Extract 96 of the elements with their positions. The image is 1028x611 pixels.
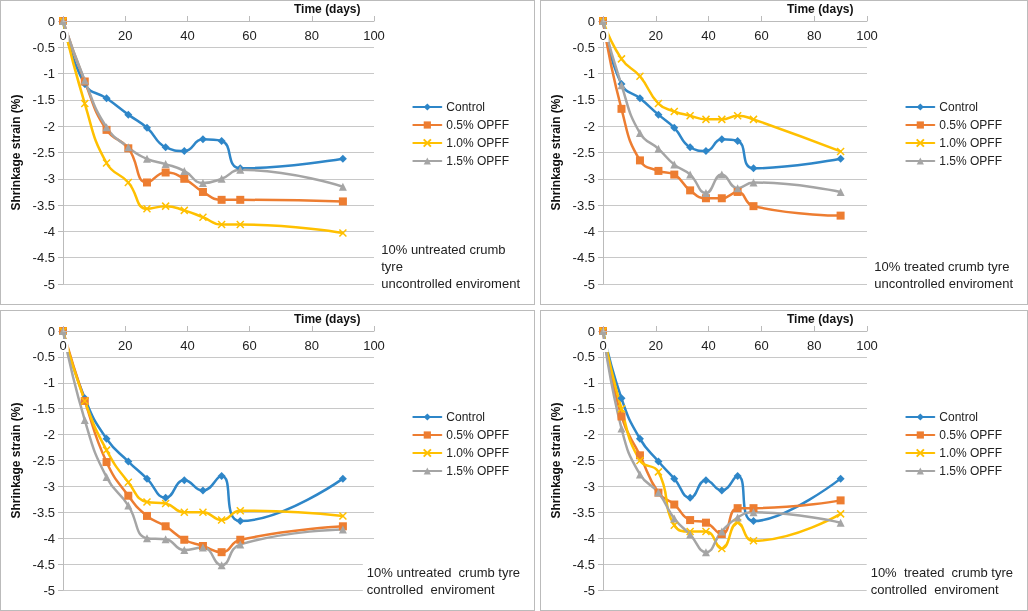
x-tick-label: 20 [117, 28, 133, 43]
x-axis-title: Time (days) [294, 312, 361, 326]
y-tick-label: -4.5 [32, 556, 55, 572]
x-tick-label: 80 [806, 338, 822, 353]
legend-label: Control [939, 100, 978, 114]
y-tick-label: -4 [583, 530, 595, 546]
x-tick-label: 60 [242, 28, 257, 43]
legend-label: Control [446, 100, 485, 114]
y-tick-label: -4 [43, 223, 55, 239]
x-axis-title: Time (days) [787, 2, 854, 16]
y-tick-label: 0 [47, 323, 55, 339]
legend-label: 1.5% OPFF [939, 154, 1002, 168]
x-tick-label: 0 [59, 28, 67, 43]
legend-label: 1.0% OPFF [939, 446, 1002, 460]
y-tick-label: -3.5 [572, 504, 595, 520]
y-tick-label: 0 [47, 13, 55, 29]
y-tick-label: -2.5 [572, 145, 595, 160]
legend-label: 1.0% OPFF [446, 446, 509, 460]
y-tick-label: -2.5 [32, 453, 55, 468]
y-tick-label: -1.5 [572, 92, 595, 108]
legend-label: 1.0% OPFF [446, 136, 509, 150]
y-axis-title: Shrinkage strain (%) [8, 94, 23, 211]
text: 10% treated crumb tyre controlled enviroment [870, 565, 1013, 597]
legend-label: 1.0% OPFF [939, 136, 1002, 150]
x-tick-label: 0 [599, 28, 607, 43]
y-tick-label: -2 [583, 427, 595, 443]
y-tick-label: -5 [43, 582, 55, 598]
legend-label: 0.5% OPFF [446, 428, 509, 442]
y-tick-label: -4.5 [572, 250, 595, 266]
text: 10% treated crumb tyre uncontrolled enviroment [874, 259, 1014, 291]
y-tick-label: -4 [583, 223, 595, 239]
x-tick-label: 80 [304, 338, 320, 353]
y-tick-label: -3 [583, 171, 595, 187]
y-tick-label: -3 [583, 478, 595, 494]
y-tick-label: -1 [43, 375, 55, 391]
y-tick-label: -0.5 [572, 39, 595, 55]
x-tick-label: 80 [304, 28, 320, 43]
y-tick-label: 0 [587, 13, 595, 29]
y-tick-label: -2 [43, 118, 55, 134]
y-tick-label: -0.5 [32, 39, 55, 55]
x-tick-label: 60 [242, 338, 257, 353]
x-tick-label: 100 [363, 338, 385, 353]
y-tick-label: -1 [583, 66, 595, 82]
x-tick-label: 20 [648, 28, 664, 43]
y-tick-label: -2 [43, 427, 55, 443]
x-tick-label: 0 [59, 338, 67, 353]
y-tick-label: -1.5 [32, 92, 55, 108]
y-tick-label: 0 [587, 323, 595, 339]
x-axis-title: Time (days) [787, 312, 854, 326]
legend-label: Control [446, 410, 485, 424]
x-tick-label: 60 [754, 28, 769, 43]
y-tick-label: -1 [583, 375, 595, 391]
legend-label: 0.5% OPFF [939, 428, 1002, 442]
y-tick-label: -1.5 [572, 401, 595, 417]
y-tick-label: -1 [43, 66, 55, 82]
y-tick-label: -0.5 [572, 349, 595, 365]
y-tick-label: -5 [43, 276, 55, 292]
y-tick-label: -3 [43, 171, 55, 187]
legend-label: 1.5% OPFF [446, 154, 509, 168]
legend-label: 0.5% OPFF [446, 118, 509, 132]
y-tick-label: -3.5 [32, 197, 55, 213]
y-tick-label: -3.5 [32, 504, 55, 520]
x-tick-label: 80 [806, 28, 822, 43]
x-tick-label: 100 [856, 28, 878, 43]
legend-label: 0.5% OPFF [939, 118, 1002, 132]
legend-label: 1.5% OPFF [939, 464, 1002, 478]
y-tick-label: -2 [583, 118, 595, 134]
y-tick-label: -2.5 [32, 145, 55, 160]
y-axis-title: Shrinkage strain (%) [548, 402, 563, 519]
y-tick-label: -4.5 [572, 556, 595, 572]
y-tick-label: -3.5 [572, 197, 595, 213]
x-tick-label: 40 [180, 338, 195, 353]
annotation: 10% untreated crumb tyre controlled enviroment [366, 565, 521, 597]
x-tick-label: 20 [117, 338, 133, 353]
y-tick-label: -1.5 [32, 401, 55, 417]
x-axis-title: Time (days) [294, 2, 361, 16]
x-tick-label: 100 [856, 338, 878, 353]
y-tick-label: -2.5 [572, 453, 595, 468]
y-tick-label: -4.5 [32, 250, 55, 266]
x-tick-label: 100 [363, 28, 385, 43]
legend-label: Control [939, 410, 978, 424]
x-tick-label: 40 [701, 338, 716, 353]
y-tick-label: -3 [43, 478, 55, 494]
y-tick-label: -5 [583, 276, 595, 292]
text: 10% untreated crumb tyre uncontrolled enviroment [381, 242, 521, 291]
legend-label: 1.5% OPFF [446, 464, 509, 478]
y-tick-label: -4 [43, 530, 55, 546]
x-tick-label: 20 [648, 338, 664, 353]
y-axis-title: Shrinkage strain (%) [548, 94, 563, 211]
x-tick-label: 60 [754, 338, 769, 353]
y-tick-label: -5 [583, 582, 595, 598]
x-tick-label: 40 [180, 28, 195, 43]
y-axis-title: Shrinkage strain (%) [8, 402, 23, 519]
x-tick-label: 0 [599, 338, 607, 353]
x-tick-label: 40 [701, 28, 716, 43]
y-tick-label: -0.5 [32, 349, 55, 365]
